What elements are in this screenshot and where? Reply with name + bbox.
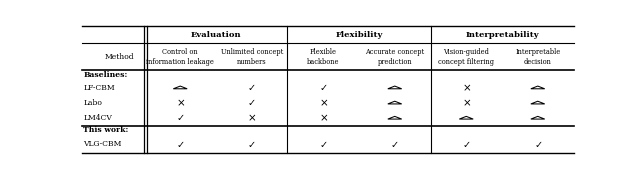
Text: $\times$: $\times$ <box>247 113 257 123</box>
Text: $\checkmark$: $\checkmark$ <box>534 140 542 149</box>
Text: Unlimited concept
numbers: Unlimited concept numbers <box>221 48 283 66</box>
Text: $\times$: $\times$ <box>461 82 471 93</box>
Text: $\checkmark$: $\checkmark$ <box>248 98 256 107</box>
Text: Interpretability: Interpretability <box>465 31 539 39</box>
Text: Baselines:: Baselines: <box>83 71 128 79</box>
Text: $\times$: $\times$ <box>319 98 328 108</box>
Text: $\checkmark$: $\checkmark$ <box>319 83 328 92</box>
Text: Method: Method <box>104 53 134 61</box>
Text: This work:: This work: <box>83 126 129 134</box>
Text: $\checkmark$: $\checkmark$ <box>319 140 328 149</box>
Text: $\checkmark$: $\checkmark$ <box>248 140 256 149</box>
Text: Evaluation: Evaluation <box>191 31 241 39</box>
Text: $\checkmark$: $\checkmark$ <box>248 83 256 92</box>
Text: Flexible
backbone: Flexible backbone <box>307 48 339 66</box>
Text: Labo: Labo <box>83 99 102 107</box>
Text: $\checkmark$: $\checkmark$ <box>176 140 184 149</box>
Text: $\times$: $\times$ <box>461 98 471 108</box>
Text: Interpretable
decision: Interpretable decision <box>515 48 561 66</box>
Text: LF-CBM: LF-CBM <box>83 84 115 92</box>
Text: LM4CV: LM4CV <box>83 114 113 122</box>
Text: Control on
information leakage: Control on information leakage <box>147 48 214 66</box>
Text: $\checkmark$: $\checkmark$ <box>176 113 184 122</box>
Text: $\checkmark$: $\checkmark$ <box>462 140 470 149</box>
Text: Accurate concept
prediction: Accurate concept prediction <box>365 48 424 66</box>
Text: $\times$: $\times$ <box>175 98 185 108</box>
Text: Vision-guided
concept filtering: Vision-guided concept filtering <box>438 48 494 66</box>
Text: VLG-CBM: VLG-CBM <box>83 140 122 148</box>
Text: $\checkmark$: $\checkmark$ <box>390 140 399 149</box>
Text: Flexibility: Flexibility <box>335 31 383 39</box>
Text: $\times$: $\times$ <box>319 113 328 123</box>
